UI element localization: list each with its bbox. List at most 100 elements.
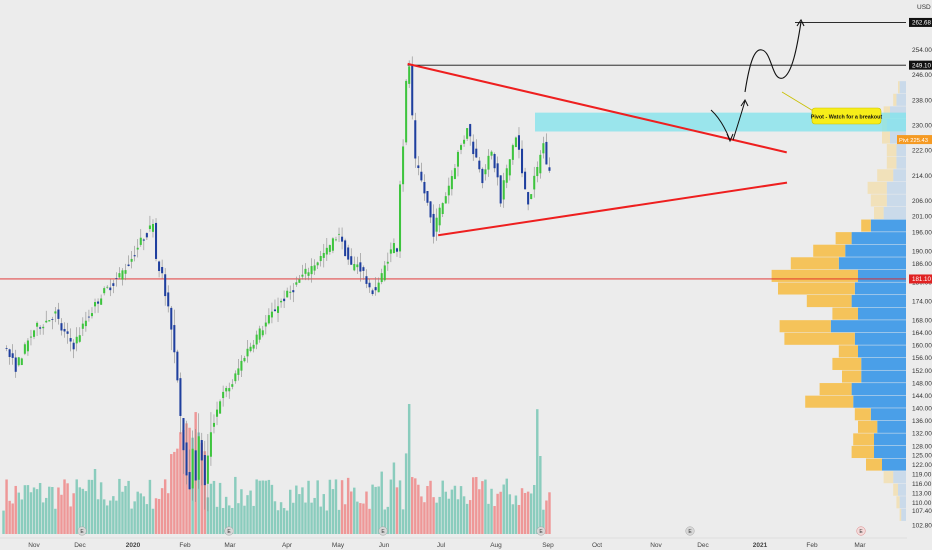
x-tick-label-13: Dec xyxy=(697,542,709,549)
candle-body-27 xyxy=(84,320,87,327)
candle-body-147 xyxy=(450,176,453,190)
profile-row-31-up xyxy=(893,471,906,484)
x-tick-label-14: 2021 xyxy=(753,542,768,549)
y-tick-label-26: 214.00 xyxy=(912,173,932,180)
volume-bar-0 xyxy=(2,510,5,534)
volume-bar-156 xyxy=(478,489,481,534)
y-tick-label-14: 152.00 xyxy=(912,368,932,375)
x-tick-label-3: Feb xyxy=(179,542,191,549)
candle-body-87 xyxy=(267,315,270,324)
volume-bar-168 xyxy=(514,495,518,534)
volume-bar-6 xyxy=(20,499,24,534)
volume-bar-34 xyxy=(106,505,109,534)
candle-body-101 xyxy=(310,266,313,275)
volume-bar-160 xyxy=(490,488,493,534)
y-tick-label-8: 128.00 xyxy=(912,443,932,450)
candle-body-163 xyxy=(499,175,502,204)
volume-bar-80 xyxy=(246,495,249,534)
candle-body-173 xyxy=(530,194,533,200)
volume-bar-106 xyxy=(325,510,329,534)
earnings-marker-0 xyxy=(77,526,87,536)
candle-body-136 xyxy=(417,165,420,169)
profile-row-24-up xyxy=(896,156,906,169)
volume-bar-52 xyxy=(160,488,164,534)
candle-body-134 xyxy=(411,64,414,116)
candle-body-64 xyxy=(197,436,200,480)
candle-body-145 xyxy=(444,196,447,204)
volume-bar-75 xyxy=(231,507,234,534)
candle-body-140 xyxy=(429,201,432,218)
price-tag-label-3: Pivt 225.43 xyxy=(899,138,928,144)
horizontal-lines[interactable] xyxy=(0,21,906,280)
candle-body-69 xyxy=(212,422,215,427)
volume-bar-120 xyxy=(368,508,371,534)
profile-row-5-up xyxy=(851,383,906,396)
candle-body-115 xyxy=(353,264,356,271)
volume-bar-28 xyxy=(87,479,91,534)
y-tick-label-19: 174.00 xyxy=(912,299,932,306)
candle-body-88 xyxy=(270,311,273,318)
candle-body-78 xyxy=(240,360,243,371)
volume-bar-12 xyxy=(38,482,42,534)
volume-bar-167 xyxy=(511,504,515,534)
y-tick-label-10: 136.00 xyxy=(912,418,932,425)
candle-body-170 xyxy=(521,148,524,174)
candle-body-112 xyxy=(344,240,347,257)
candle-body-46 xyxy=(142,239,145,241)
candle-body-34 xyxy=(106,286,109,288)
volume-bar-26 xyxy=(81,488,85,534)
volume-bar-11 xyxy=(35,489,39,534)
candle-body-111 xyxy=(341,236,344,242)
volume-bar-72 xyxy=(221,507,225,534)
candle-body-172 xyxy=(527,192,530,205)
volume-bar-164 xyxy=(502,484,505,534)
volume-bar-139 xyxy=(426,486,429,534)
volume-bar-8 xyxy=(26,485,30,534)
volume-bar-126 xyxy=(386,506,390,534)
profile-row-17-up xyxy=(845,244,906,257)
candle-body-90 xyxy=(277,306,280,313)
profile-row-32-down xyxy=(893,483,898,496)
volume-bar-166 xyxy=(508,494,512,534)
volume-bar-42 xyxy=(130,508,133,534)
volume-bar-159 xyxy=(487,503,490,534)
profile-row-6-down xyxy=(805,395,854,408)
volume-bar-146 xyxy=(447,498,451,534)
arrow-up-head xyxy=(740,99,749,107)
y-tick-label-13: 148.00 xyxy=(912,380,932,387)
candle-body-73 xyxy=(225,387,228,392)
triangle-lower-line xyxy=(438,181,788,237)
candle-body-74 xyxy=(228,388,231,392)
candle-body-143 xyxy=(438,207,441,226)
candle-body-76 xyxy=(234,373,237,382)
candle-body-71 xyxy=(219,401,222,414)
volume-bar-49 xyxy=(151,508,155,534)
drawings[interactable]: Pivot - Watch for a breakout xyxy=(407,18,883,237)
candle-body-40 xyxy=(124,270,127,274)
candle-body-16 xyxy=(51,319,54,320)
volume-bar-5 xyxy=(17,492,20,534)
y-tick-label-30: 246.00 xyxy=(912,72,932,79)
candle-body-110 xyxy=(338,233,341,235)
y-tick-label-1: 107.40 xyxy=(912,508,932,515)
candle-body-146 xyxy=(447,185,450,196)
profile-row-33-up xyxy=(899,496,906,509)
candle-body-47 xyxy=(145,233,148,238)
volume-bar-102 xyxy=(313,497,316,534)
candle-body-124 xyxy=(380,273,383,283)
candle-body-123 xyxy=(377,282,380,293)
candle-body-154 xyxy=(472,141,475,155)
candle-body-93 xyxy=(286,290,289,298)
candle-body-84 xyxy=(258,328,261,340)
candle-body-158 xyxy=(484,169,487,175)
candle-body-3 xyxy=(11,353,14,358)
profile-row-19-up xyxy=(870,219,906,232)
profile-row-23-up xyxy=(893,169,906,182)
x-tick-label-9: Aug xyxy=(490,542,502,549)
candle-body-2 xyxy=(8,349,11,357)
time-axis[interactable]: Nov Dec 2020 Feb Mar Apr May Jun Jul Aug Sep Oct Nov… xyxy=(0,537,907,549)
volume-bar-117 xyxy=(359,503,362,534)
